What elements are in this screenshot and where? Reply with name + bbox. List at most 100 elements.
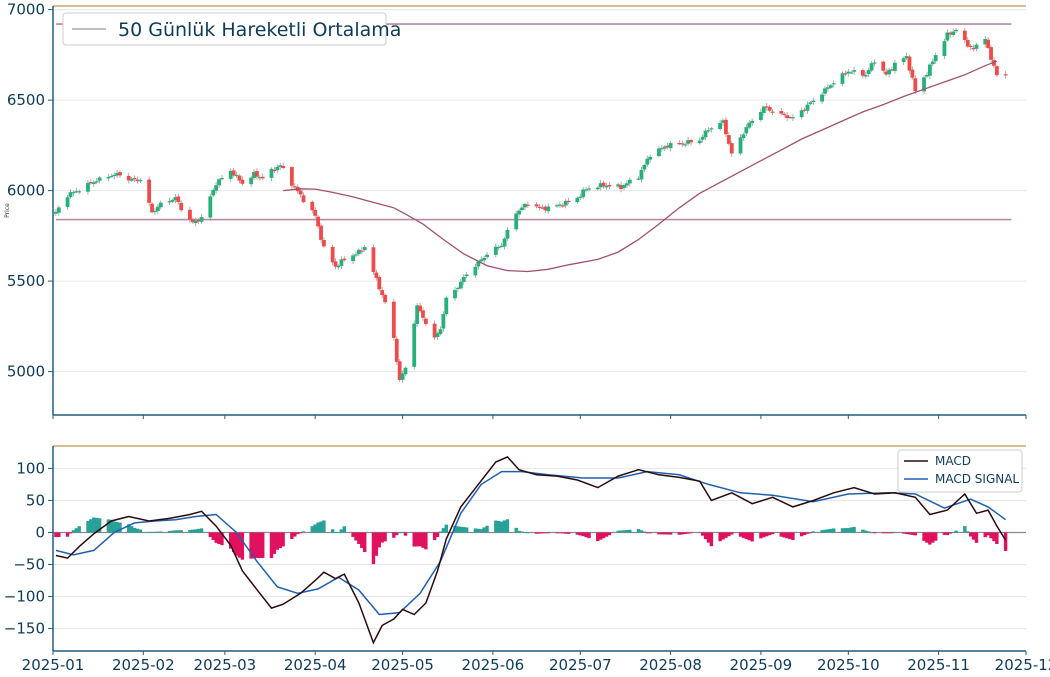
macd-histogram-bar [217, 532, 221, 545]
macd-histogram-bar [432, 532, 437, 541]
candle-body [339, 259, 344, 266]
macd-histogram-bar [363, 532, 367, 553]
candle-body [234, 174, 239, 177]
candle-body [683, 144, 688, 146]
macd-histogram-bar [403, 532, 408, 536]
macd-histogram-bar [948, 532, 952, 534]
candle-body [496, 247, 501, 249]
macd-histogram-bar [153, 531, 157, 533]
xtick-label: 2025-12 [995, 656, 1050, 673]
candle-body [925, 74, 929, 77]
candle-body [228, 170, 233, 179]
candle-body [421, 310, 425, 318]
macd-histogram-bar [517, 530, 521, 533]
macd-histogram-bar [196, 528, 201, 533]
macd-line [55, 455, 1007, 645]
macd-grid [53, 467, 1026, 630]
macd-histogram-bar [310, 526, 314, 533]
macd-histogram-bar [464, 527, 469, 533]
candle-body [383, 294, 388, 303]
candle-body [624, 183, 629, 186]
price-ytick-label: 6000 [7, 182, 45, 200]
candle-body [418, 305, 422, 312]
macd-histogram-bar [415, 532, 419, 547]
candle-body [645, 158, 650, 165]
candle-body [820, 94, 824, 102]
macd-histogram-bar [526, 532, 530, 534]
price-ytick-label: 6500 [7, 91, 45, 109]
candle-body [505, 229, 510, 239]
candle-body [965, 39, 970, 47]
macd-histogram-bar [502, 520, 507, 533]
candle-body [540, 207, 545, 209]
macd-histogram-bar [74, 528, 79, 533]
xtick-label: 2025-08 [639, 656, 702, 673]
candle-body [954, 30, 958, 32]
candle-body [272, 169, 277, 171]
macd-histogram-bar [869, 532, 874, 534]
macd-histogram-bar [700, 532, 705, 536]
macd-histogram-bar [698, 532, 702, 533]
candle-body [823, 88, 827, 94]
macd-histogram-bar [951, 532, 955, 533]
candle-body [88, 182, 93, 184]
candle-body [782, 113, 787, 115]
macd-histogram-bar [319, 521, 323, 533]
macd-histogram-bar [887, 532, 891, 534]
candle-body [761, 106, 766, 113]
candle-body [1003, 74, 1008, 76]
candle-body [665, 145, 670, 148]
candle-body [362, 246, 367, 251]
candle-body [438, 329, 443, 335]
macd-histogram-bar [657, 532, 661, 535]
macd-histogram-bar [86, 520, 90, 533]
candle-body [115, 173, 119, 176]
macd-histogram-bar [689, 532, 693, 534]
macd-histogram-bar [380, 532, 384, 543]
macd-histogram-bar [989, 532, 993, 539]
price-grid [53, 9, 1026, 373]
macd-histogram-bar [680, 532, 684, 535]
candle-body [517, 210, 522, 215]
candle-body [176, 196, 181, 203]
candle-body [423, 318, 428, 324]
macd-histogram-bar [313, 524, 317, 533]
candle-body [432, 323, 437, 338]
macd-histogram-bar [537, 532, 542, 534]
candle-body [435, 333, 440, 338]
macd-histogram-bar [214, 532, 218, 543]
candle-body [581, 189, 586, 198]
macd-histogram-bar [840, 528, 845, 533]
candle-body [456, 287, 460, 290]
candle-body [744, 127, 749, 134]
macd-histogram-bar [129, 526, 134, 533]
candle-body [627, 179, 632, 184]
macd-histogram-bar [992, 532, 996, 542]
macd-histogram-bar [281, 532, 285, 547]
candle-body [214, 185, 219, 191]
macd-histogram-bar [249, 532, 253, 559]
macd-histogram-bar [383, 532, 387, 542]
macd-histogram-bar [974, 532, 979, 543]
macd-histogram-bar [173, 530, 178, 533]
macd-histogram-bar [890, 532, 894, 534]
macd-histogram-bar [333, 532, 338, 533]
macd-histogram-bar [942, 532, 947, 535]
candle-body [852, 70, 857, 72]
macd-histogram-bar [747, 532, 751, 541]
macd-histogram-bar [767, 532, 772, 536]
candle-body [371, 247, 376, 273]
candle-body [831, 83, 836, 85]
macd-legend-box [897, 449, 1023, 493]
candle-body [881, 61, 886, 71]
candle-body [493, 246, 498, 255]
xtick-label: 2025-05 [371, 656, 434, 673]
candle-body [523, 203, 527, 208]
xtick-label: 2025-04 [284, 656, 347, 673]
candle-body [668, 143, 673, 149]
macd-histogram-bar [607, 532, 612, 536]
macd-histogram-bar [864, 530, 868, 533]
macd-histogram-bar [604, 532, 609, 537]
candle-body [566, 200, 571, 203]
candle-body [703, 130, 708, 138]
